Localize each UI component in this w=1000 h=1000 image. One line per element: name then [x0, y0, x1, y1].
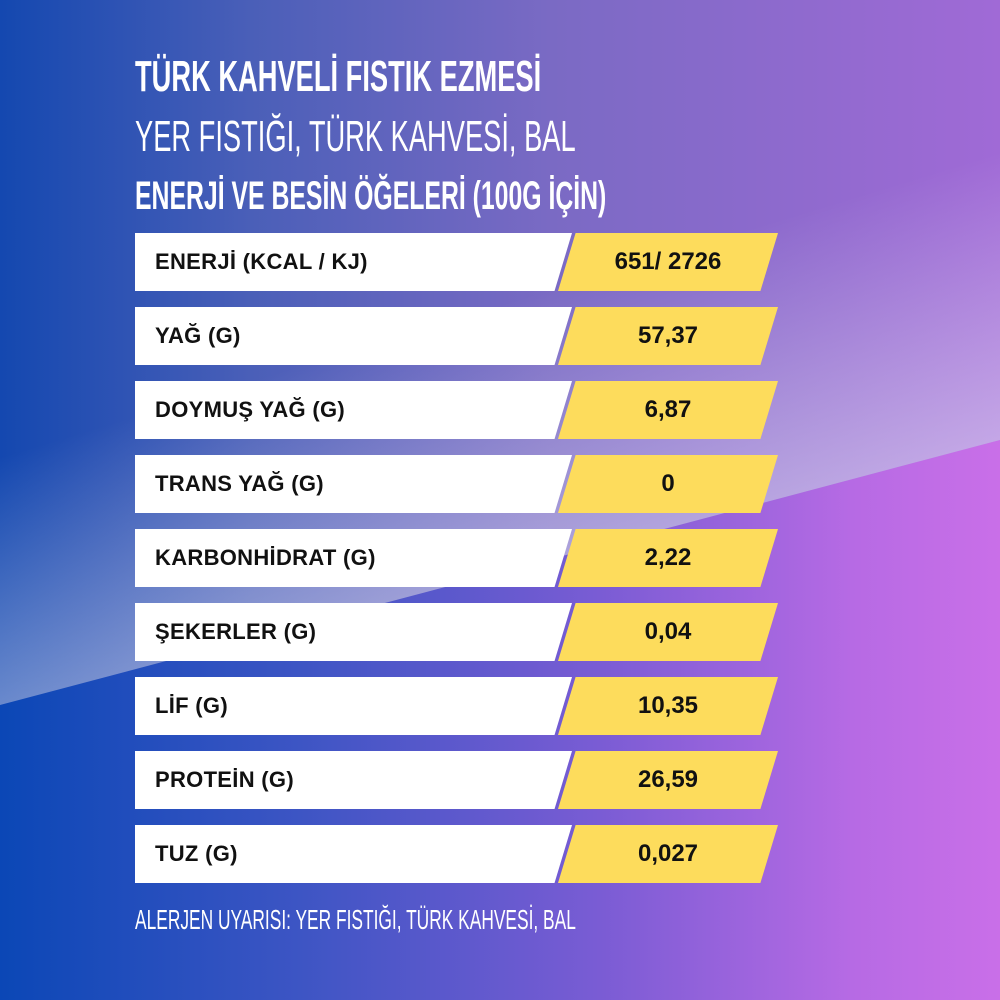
nutrient-value: 10,35: [637, 692, 699, 719]
nutrient-value: 0,04: [644, 618, 692, 645]
nutrient-value: 6,87: [644, 396, 692, 423]
nutrient-label: YAĞ (G): [155, 323, 241, 348]
nutrient-value: 651/ 2726: [614, 248, 722, 275]
nutrient-label: TRANS YAĞ (G): [155, 471, 324, 496]
nutrient-value-cell: 0,027: [558, 825, 778, 883]
nutrient-label: TUZ (G): [155, 841, 238, 866]
nutrient-label-cell: LİF (G): [135, 677, 572, 735]
nutrient-value-cell: 651/ 2726: [558, 233, 778, 291]
nutrient-label-cell: TUZ (G): [135, 825, 572, 883]
nutrient-value: 26,59: [637, 766, 699, 793]
nutrient-value-cell: 0: [558, 455, 778, 513]
nutrient-value: 2,22: [644, 544, 692, 571]
nutrition-row: ENERJİ (KCAL / KJ) 651/ 2726: [135, 233, 785, 291]
nutrient-label: ŞEKERLER (G): [155, 619, 317, 644]
nutrient-label: ENERJİ (KCAL / KJ): [155, 249, 368, 274]
nutrition-row: KARBONHİDRAT (G) 2,22: [135, 529, 785, 587]
nutrient-value-cell: 10,35: [558, 677, 778, 735]
nutrient-label: PROTEİN (G): [155, 767, 294, 792]
nutrient-label-cell: ŞEKERLER (G): [135, 603, 572, 661]
nutrient-label: KARBONHİDRAT (G): [155, 545, 376, 570]
nutrient-label-cell: DOYMUŞ YAĞ (G): [135, 381, 572, 439]
nutrient-label-cell: ENERJİ (KCAL / KJ): [135, 233, 572, 291]
nutrition-row: TUZ (G) 0,027: [135, 825, 785, 883]
nutrient-value: 57,37: [637, 322, 699, 349]
nutrient-value-cell: 26,59: [558, 751, 778, 809]
nutrition-row: TRANS YAĞ (G) 0: [135, 455, 785, 513]
nutrient-value-cell: 57,37: [558, 307, 778, 365]
nutrient-value-cell: 2,22: [558, 529, 778, 587]
nutrient-value-cell: 6,87: [558, 381, 778, 439]
nutrient-label-cell: KARBONHİDRAT (G): [135, 529, 572, 587]
nutrient-value-cell: 0,04: [558, 603, 778, 661]
nutrition-row: DOYMUŞ YAĞ (G) 6,87: [135, 381, 785, 439]
nutrient-label-cell: TRANS YAĞ (G): [135, 455, 572, 513]
nutrition-row: YAĞ (G) 57,37: [135, 307, 785, 365]
product-title: TÜRK KAHVELİ FISTIK EZMESİ: [135, 52, 542, 101]
nutrition-row: LİF (G) 10,35: [135, 677, 785, 735]
nutrient-label-cell: YAĞ (G): [135, 307, 572, 365]
allergen-warning: ALERJEN UYARISI: YER FISTIĞI, TÜRK KAHVE…: [135, 904, 576, 935]
nutrition-row: PROTEİN (G) 26,59: [135, 751, 785, 809]
nutrient-label: DOYMUŞ YAĞ (G): [155, 397, 346, 422]
nutrient-label: LİF (G): [155, 693, 228, 718]
nutrient-value: 0,027: [637, 840, 699, 867]
ingredients-subtitle: YER FISTIĞI, TÜRK KAHVESİ, BAL: [135, 112, 576, 161]
nutrition-row: ŞEKERLER (G) 0,04: [135, 603, 785, 661]
section-title: ENERJİ VE BESİN ÖĞELERİ (100G İÇİN): [135, 174, 607, 218]
nutrient-label-cell: PROTEİN (G): [135, 751, 572, 809]
nutrient-value: 0: [661, 470, 675, 497]
